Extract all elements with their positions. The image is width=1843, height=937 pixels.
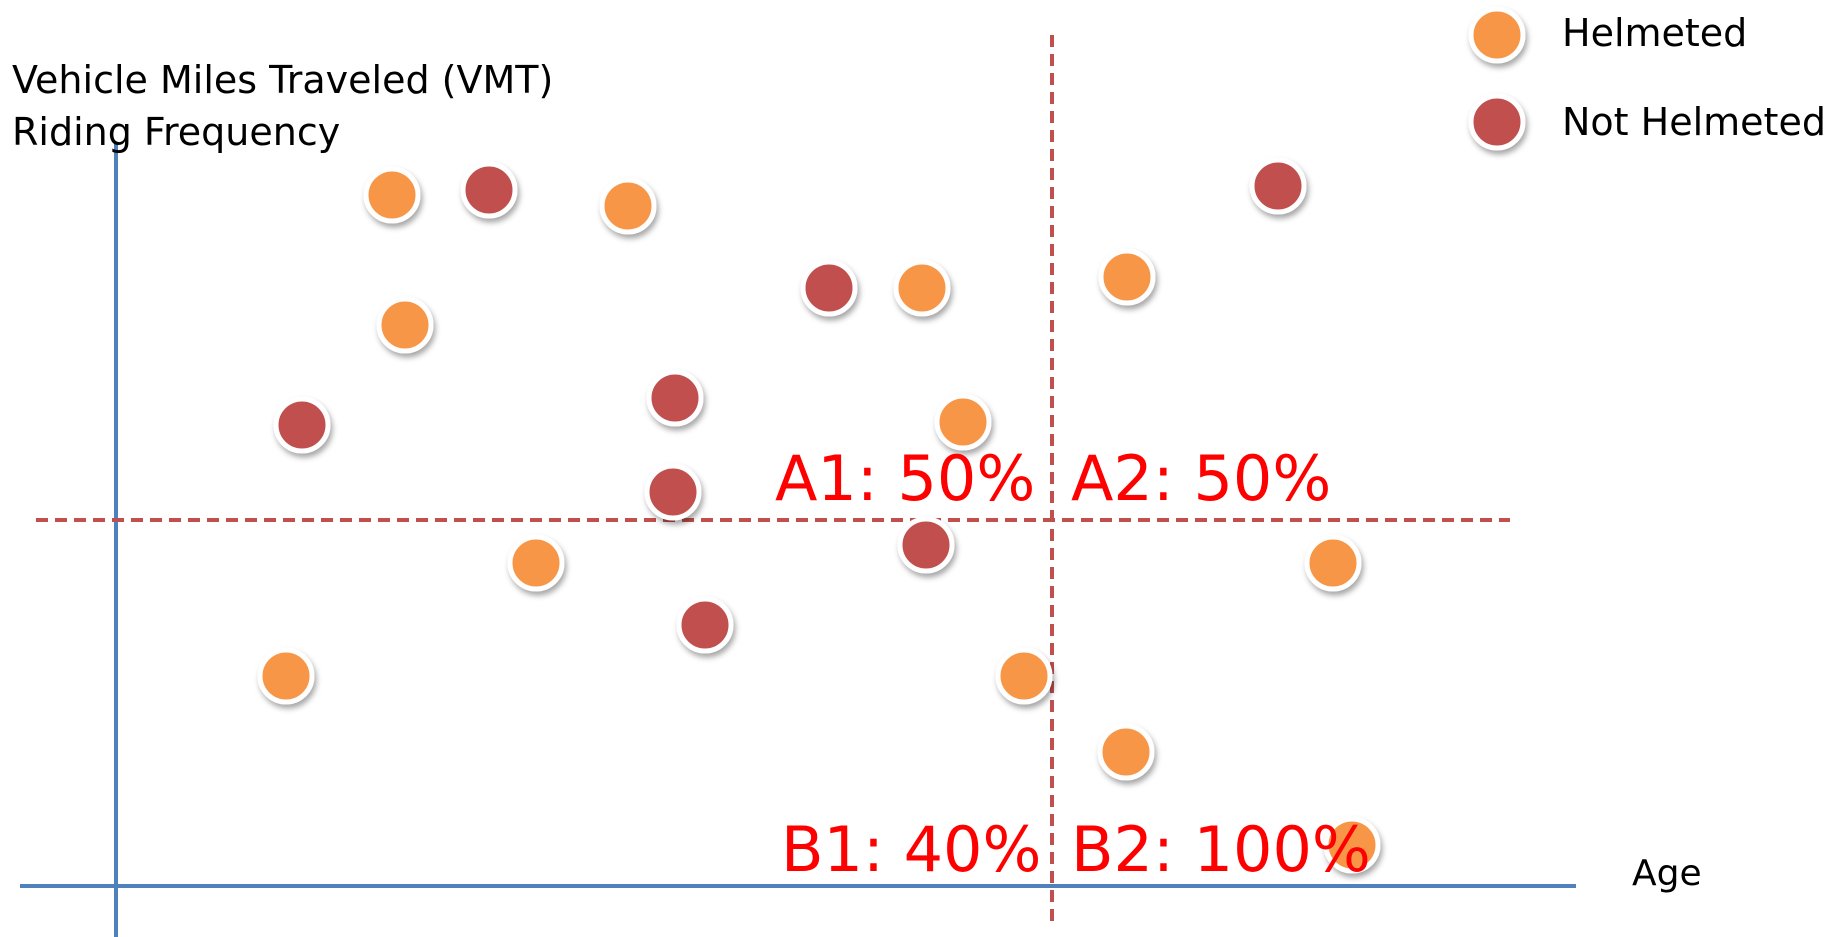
point-not-helmeted xyxy=(460,161,518,219)
y-axis-label-line1: Vehicle Miles Traveled (VMT) xyxy=(12,58,554,102)
point-not-helmeted xyxy=(1249,157,1307,215)
point-not-helmeted xyxy=(273,396,331,454)
quadrant-label-a1: A1: 50% xyxy=(775,442,1036,515)
quadrant-label-b2: B2: 100% xyxy=(1071,813,1371,886)
point-helmeted xyxy=(1304,534,1362,592)
legend-label-helmeted: Helmeted xyxy=(1562,11,1748,55)
y-axis-label-line2: Riding Frequency xyxy=(12,110,341,154)
legend-markers xyxy=(1468,6,1526,151)
point-not-helmeted xyxy=(646,369,704,427)
point-helmeted xyxy=(1323,816,1381,874)
point-helmeted xyxy=(1098,248,1156,306)
point-helmeted xyxy=(507,534,565,592)
point-helmeted xyxy=(1097,723,1155,781)
legend-label-not-helmeted: Not Helmeted xyxy=(1562,100,1826,144)
point-not-helmeted xyxy=(897,516,955,574)
point-helmeted xyxy=(995,647,1053,705)
point-helmeted xyxy=(599,177,657,235)
point-helmeted xyxy=(376,296,434,354)
point-helmeted xyxy=(257,647,315,705)
quadrant-label-a2: A2: 50% xyxy=(1071,442,1332,515)
point-not-helmeted xyxy=(644,463,702,521)
legend-marker-helmeted xyxy=(1468,6,1526,64)
quadrant-label-b1: B1: 40% xyxy=(781,813,1042,886)
point-not-helmeted xyxy=(676,596,734,654)
points-layer xyxy=(257,157,1381,874)
point-not-helmeted xyxy=(800,259,858,317)
point-helmeted xyxy=(893,259,951,317)
legend-marker-not-helmeted xyxy=(1468,93,1526,151)
point-helmeted xyxy=(934,393,992,451)
x-axis-label: Age xyxy=(1632,853,1702,894)
point-helmeted xyxy=(363,166,421,224)
